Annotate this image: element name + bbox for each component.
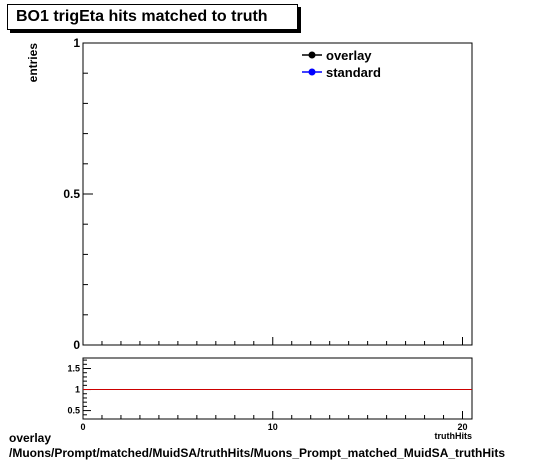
y-tick-label: 0 [73, 338, 80, 352]
ratio-y-tick-label: 1 [75, 385, 80, 395]
chart-title-box: BO1 trigEta hits matched to truth [7, 4, 298, 30]
x-tick-label: 10 [268, 422, 278, 432]
legend-marker-overlay [308, 51, 316, 59]
y-axis-label: entries [26, 43, 40, 83]
ratio-plot-frame [82, 357, 473, 420]
legend-marker-standard [308, 68, 316, 76]
ratio-plot-border [82, 357, 473, 420]
x-tick-label: 0 [80, 422, 85, 432]
footer-path: /Muons/Prompt/matched/MuidSA/truthHits/M… [9, 446, 506, 460]
main-plot-border [82, 42, 473, 346]
x-axis-label: truthHits [435, 431, 473, 441]
y-tick-label: 1 [73, 36, 80, 50]
main-x-axis [82, 337, 464, 345]
x-tick-label: 20 [458, 422, 468, 432]
ratio-y-tick-label: 0.5 [67, 406, 80, 416]
main-plot-frame [82, 42, 473, 346]
ratio-y-tick-label: 1.5 [67, 364, 80, 374]
legend: overlay standard [302, 48, 381, 80]
footer-label: overlay [9, 431, 52, 445]
main-y-axis: 00.51 [63, 36, 93, 352]
legend-label-overlay: overlay [326, 48, 372, 63]
chart-title: BO1 trigEta hits matched to truth [16, 8, 268, 25]
y-tick-label: 0.5 [63, 187, 80, 201]
ratio-x-axis: 0 10 20 [80, 411, 468, 432]
legend-label-standard: standard [326, 65, 381, 80]
